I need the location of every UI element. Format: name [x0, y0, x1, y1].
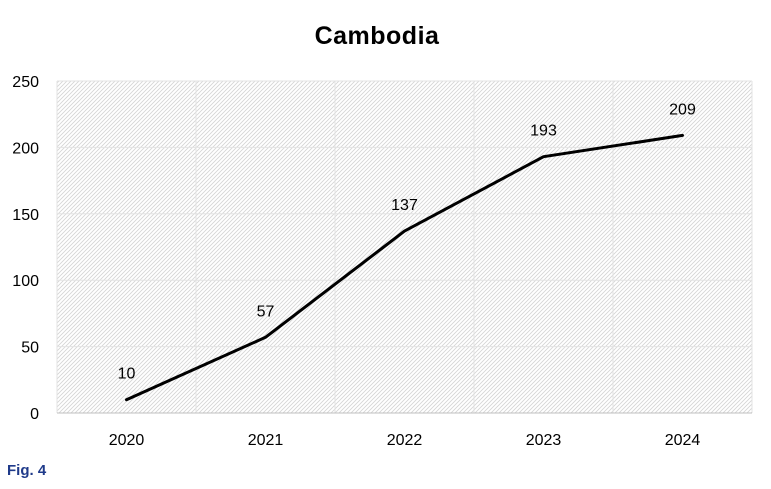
vertical-gridlines [56, 81, 753, 413]
y-axis-tick-labels: 0 50 100 150 200 250 [12, 74, 39, 423]
x-tick-label: 2020 [109, 432, 145, 449]
plot-area [57, 81, 752, 413]
chart-title: Cambodia [315, 22, 440, 50]
x-axis-tick-labels: 2020 2021 2022 2023 2024 [109, 432, 701, 449]
y-tick-label: 150 [12, 207, 39, 224]
y-tick-label: 0 [30, 406, 39, 423]
data-labels: 10 57 137 193 209 [118, 101, 696, 382]
figure-caption: Fig. 4 [7, 462, 47, 479]
data-label: 193 [530, 123, 557, 140]
x-tick-label: 2021 [248, 432, 284, 449]
x-tick-label: 2022 [387, 432, 423, 449]
data-label: 209 [669, 101, 696, 118]
y-tick-label: 200 [12, 140, 39, 157]
data-label: 57 [257, 303, 275, 320]
y-tick-label: 100 [12, 273, 39, 290]
y-tick-label: 50 [21, 340, 39, 357]
data-label: 10 [118, 366, 136, 383]
x-tick-label: 2024 [665, 432, 701, 449]
x-tick-label: 2023 [526, 432, 562, 449]
horizontal-gridlines [57, 80, 752, 348]
y-tick-label: 250 [12, 74, 39, 91]
data-label: 137 [391, 197, 418, 214]
series-line [125, 133, 684, 402]
